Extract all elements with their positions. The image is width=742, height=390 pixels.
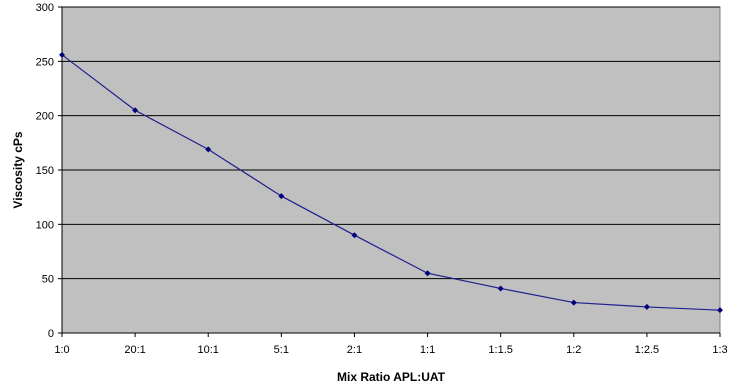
data-point — [717, 307, 723, 314]
data-point — [59, 51, 65, 58]
x-tick-label: 1:3 — [712, 344, 727, 356]
gridlines — [62, 6, 720, 280]
data-point — [278, 193, 285, 200]
x-tick-labels: 1:0 20:1 10:1 5:1 2:1 1:1 1:1.5 1:2 1:2.5 1:3 — [54, 344, 727, 356]
y-tick-label: 200 — [36, 111, 54, 123]
x-tick-label: 1:2.5 — [635, 344, 659, 356]
x-tick-label: 1:0 — [54, 344, 69, 356]
x-tick-label: 2:1 — [347, 344, 362, 356]
y-tick-label: 150 — [36, 165, 54, 177]
y-tick-label: 250 — [36, 56, 54, 68]
x-tick-label: 1:1 — [420, 344, 435, 356]
y-tick-label: 300 — [36, 2, 54, 14]
series-line — [61, 54, 721, 311]
y-axis-title: Viscosity cPs — [11, 131, 25, 208]
data-point — [132, 107, 139, 114]
x-tick-label: 10:1 — [198, 344, 219, 356]
data-point — [351, 232, 358, 239]
x-tick-label: 1:2 — [566, 344, 581, 356]
x-tick-label: 20:1 — [124, 344, 145, 356]
x-tick-label: 1:1.5 — [488, 344, 512, 356]
data-point — [570, 299, 577, 306]
data-point — [497, 285, 504, 292]
series-layer — [59, 51, 723, 314]
y-tick-labels: 0 50 100 150 200 250 300 — [36, 2, 54, 340]
y-tick-label: 100 — [36, 219, 54, 231]
y-tick-label: 0 — [48, 328, 54, 340]
x-tick-label: 5:1 — [274, 344, 289, 356]
data-point — [643, 303, 650, 310]
x-axis-title: Mix Ratio APL:UAT — [337, 370, 446, 384]
data-point — [424, 270, 431, 277]
y-tick-label: 50 — [42, 274, 54, 286]
data-point — [205, 146, 212, 153]
axes — [58, 6, 721, 337]
